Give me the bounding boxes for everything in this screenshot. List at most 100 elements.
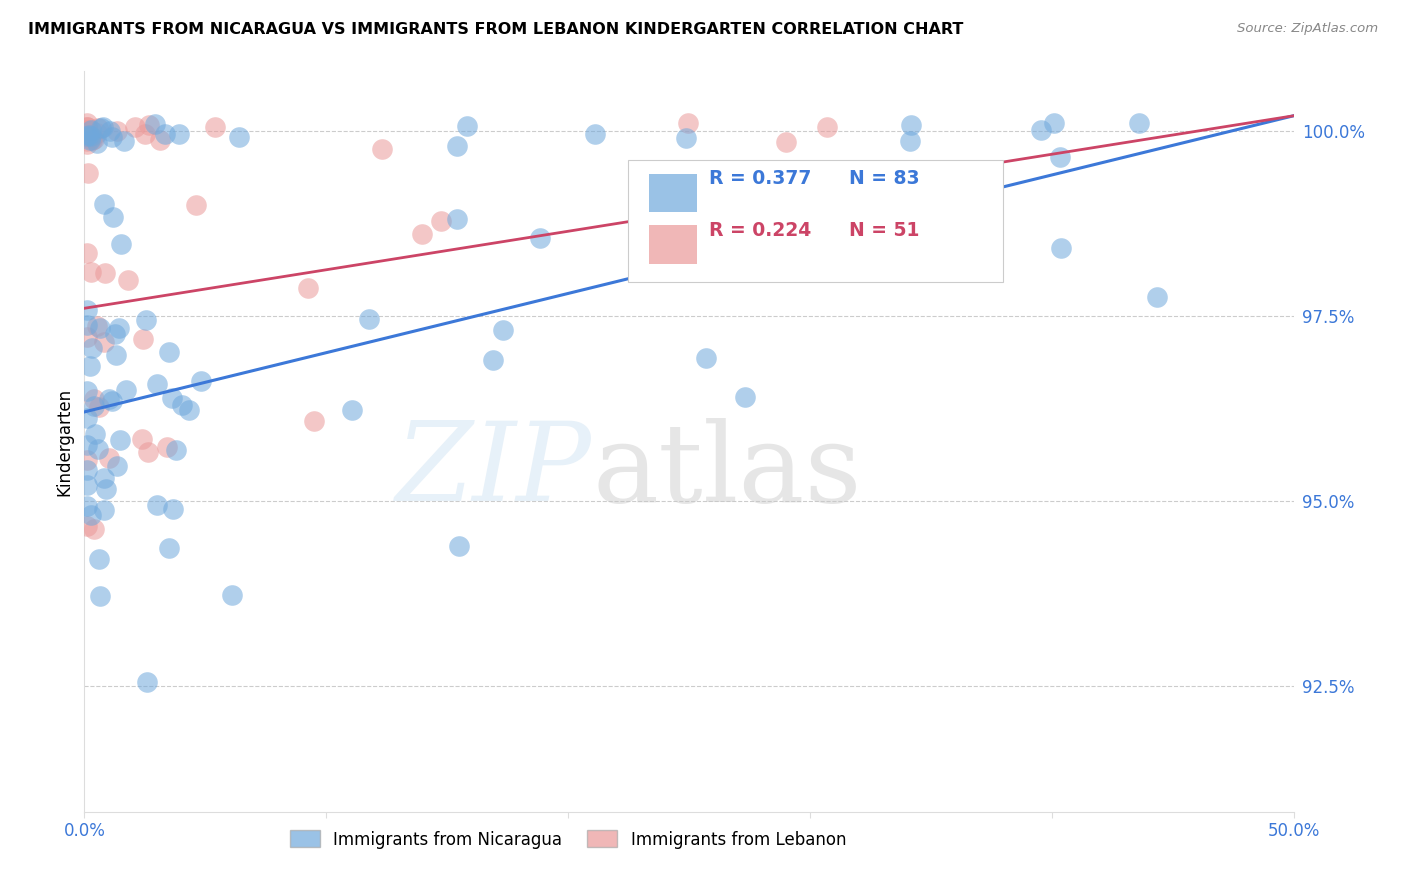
Point [898, 134, 921, 148]
Point [775, 135, 797, 149]
Point [114, 384, 136, 398]
Point [124, 120, 146, 134]
Point [90, 120, 112, 135]
Text: Source: ZipAtlas.com: Source: ZipAtlas.com [1237, 22, 1378, 36]
Point [104, 327, 127, 342]
Text: atlas: atlas [592, 417, 862, 524]
Point [159, 541, 181, 555]
Point [585, 127, 607, 141]
Point [110, 236, 132, 251]
Point [86, 126, 108, 140]
Point [135, 312, 157, 326]
Point [146, 376, 169, 391]
Point [186, 197, 208, 211]
Point [863, 213, 886, 227]
Point [134, 128, 156, 142]
Point [97, 451, 120, 466]
Point [430, 214, 453, 228]
Point [76, 134, 98, 148]
Point [87, 551, 110, 566]
Point [89, 590, 111, 604]
Point [690, 255, 713, 269]
Point [98, 124, 121, 138]
Point [93, 503, 115, 517]
Point [758, 252, 780, 267]
Point [676, 116, 699, 130]
Point [80, 133, 103, 147]
Point [76, 318, 98, 333]
Point [165, 442, 187, 457]
Point [86, 136, 108, 150]
Point [302, 414, 325, 428]
Point [76, 120, 98, 134]
Point [87, 442, 110, 456]
Point [136, 445, 159, 459]
Point [80, 508, 103, 522]
Point [1050, 241, 1073, 255]
Point [76, 123, 98, 137]
Point [107, 321, 129, 335]
Point [1128, 116, 1150, 130]
Point [900, 118, 922, 132]
Point [83, 522, 105, 536]
Point [76, 123, 98, 137]
Point [131, 432, 153, 446]
Point [76, 499, 98, 513]
Point [117, 273, 139, 287]
Point [76, 120, 98, 135]
Point [190, 374, 212, 388]
Point [87, 401, 110, 415]
Point [446, 212, 468, 227]
Point [76, 411, 98, 425]
Point [221, 588, 243, 602]
Point [76, 463, 98, 477]
Point [112, 134, 135, 148]
Point [359, 312, 381, 326]
Point [456, 120, 478, 134]
Point [149, 133, 172, 147]
Point [179, 402, 201, 417]
FancyBboxPatch shape [628, 161, 1004, 283]
Point [138, 118, 160, 132]
Point [76, 124, 98, 138]
Point [482, 353, 505, 368]
Point [89, 320, 111, 334]
Point [697, 184, 720, 198]
Point [83, 392, 105, 407]
Point [146, 498, 169, 512]
Point [76, 116, 98, 130]
Point [96, 483, 118, 497]
Point [83, 131, 105, 145]
Point [80, 130, 103, 145]
Point [162, 501, 184, 516]
Point [83, 399, 105, 413]
Point [143, 116, 166, 130]
Point [76, 303, 98, 318]
Point [76, 453, 98, 467]
Point [157, 345, 180, 359]
Point [1146, 290, 1168, 304]
Point [79, 359, 101, 373]
Point [76, 136, 98, 151]
Point [93, 335, 115, 350]
Point [76, 519, 98, 533]
Point [411, 227, 433, 241]
Point [105, 124, 128, 138]
Point [492, 323, 515, 337]
Point [666, 177, 689, 191]
Point [101, 393, 124, 408]
Point [153, 127, 176, 141]
Point [228, 129, 250, 144]
Point [80, 341, 103, 355]
Point [93, 197, 115, 211]
Point [529, 231, 551, 245]
Point [79, 131, 101, 145]
Text: R = 0.377: R = 0.377 [710, 169, 811, 188]
Point [204, 120, 226, 135]
Text: R = 0.224: R = 0.224 [710, 221, 811, 240]
Point [103, 210, 125, 224]
Point [170, 398, 193, 412]
Point [86, 318, 108, 333]
Point [94, 266, 117, 280]
Point [734, 390, 756, 404]
